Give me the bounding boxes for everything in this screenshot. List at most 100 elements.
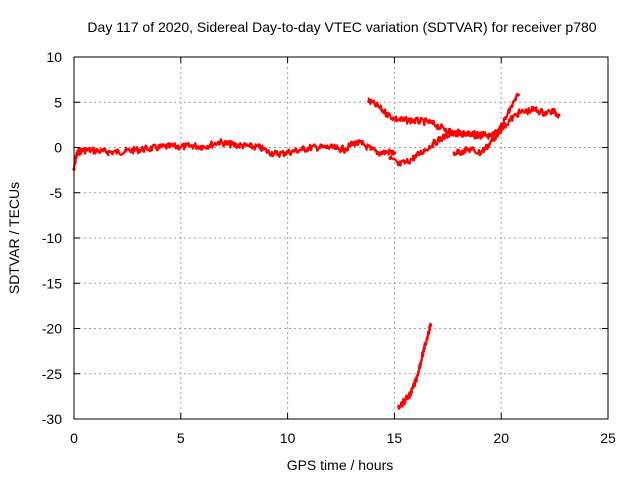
data-point: [226, 142, 230, 146]
data-point: [132, 148, 136, 152]
y-axis-label: SDTVAR / TECUs: [6, 182, 22, 294]
chart-title: Day 117 of 2020, Sidereal Day-to-day VTE…: [87, 19, 596, 35]
data-point: [465, 132, 469, 136]
x-tick-label: 10: [280, 430, 296, 446]
data-point: [525, 109, 529, 113]
data-point: [426, 330, 431, 334]
data-point: [482, 133, 486, 137]
data-point: [343, 147, 347, 151]
data-point: [508, 118, 512, 122]
data-point: [309, 145, 313, 150]
data-point: [422, 148, 426, 152]
data-point: [392, 151, 396, 155]
data-point: [403, 399, 407, 403]
y-tick-label: -30: [42, 411, 62, 427]
data-point: [89, 148, 93, 152]
data-point: [217, 140, 221, 144]
data-point: [473, 134, 478, 138]
x-axis-label: GPS time / hours: [287, 457, 394, 473]
data-point: [157, 145, 162, 150]
data-point: [418, 363, 422, 367]
series-lower-branch: [388, 129, 495, 167]
data-point: [335, 146, 339, 151]
data-point: [367, 99, 371, 103]
data-point: [397, 163, 401, 167]
series-line: [72, 138, 396, 171]
data-point: [418, 119, 422, 123]
data-point: [491, 138, 495, 142]
data-point: [452, 151, 456, 155]
data-point: [209, 143, 213, 147]
data-point: [369, 147, 373, 151]
data-point: [550, 109, 555, 113]
data-point: [76, 150, 80, 154]
data-point: [401, 118, 405, 122]
x-tick-label: 20: [493, 430, 509, 446]
y-tick-label: -10: [42, 230, 62, 246]
data-point: [435, 124, 439, 128]
axis-ticks: 0 5 10 15 20 25 10 5 0 -5 -10 -15 -20 -25 -30: [42, 49, 616, 446]
data-point: [499, 127, 503, 131]
data-point: [388, 156, 392, 160]
data-point: [533, 107, 537, 112]
data-point: [461, 149, 465, 153]
data-point: [429, 323, 433, 327]
data-point: [241, 144, 245, 148]
data-point: [174, 144, 179, 149]
data-point: [491, 132, 495, 136]
data-point: [469, 147, 473, 151]
data-point: [484, 145, 488, 150]
series-upper-branch: [367, 97, 482, 139]
data-point: [409, 390, 414, 394]
data-point: [140, 147, 144, 151]
y-tick-label: -15: [42, 275, 62, 291]
data-point: [74, 154, 78, 159]
series-line: [453, 92, 520, 157]
x-tick-label: 5: [177, 430, 185, 446]
y-tick-label: -5: [50, 185, 63, 201]
x-tick-label: 0: [70, 430, 78, 446]
data-point: [266, 150, 270, 154]
data-point: [318, 145, 322, 150]
data-point: [384, 111, 388, 115]
data-point: [426, 120, 431, 124]
data-point: [405, 160, 409, 164]
data-point: [414, 379, 418, 383]
series-line: [397, 322, 432, 410]
data-point: [80, 148, 85, 152]
data-point: [510, 104, 514, 108]
data-point: [397, 404, 401, 408]
data-point: [478, 151, 482, 155]
y-tick-label: 5: [54, 94, 62, 110]
x-tick-label: 25: [600, 430, 616, 446]
data-point: [192, 144, 196, 148]
data-point: [557, 113, 561, 117]
y-tick-label: 10: [46, 49, 62, 65]
data-point: [352, 141, 356, 145]
series-tail: [491, 105, 561, 138]
data-point: [360, 142, 364, 146]
data-point: [166, 144, 170, 149]
data-point: [115, 150, 119, 154]
data-point: [300, 147, 305, 151]
series-main-track: [72, 138, 396, 171]
y-tick-label: 0: [54, 140, 62, 156]
data-point: [503, 116, 508, 121]
data-point: [409, 118, 414, 122]
data-point: [422, 346, 426, 351]
data-point: [292, 149, 296, 153]
data-point: [386, 150, 390, 154]
data-point: [414, 154, 418, 159]
data-point: [516, 93, 520, 97]
data-point: [377, 151, 382, 155]
data-point: [542, 111, 546, 115]
series-layer: [72, 92, 561, 410]
data-point: [283, 151, 288, 155]
data-point: [258, 145, 262, 150]
data-point: [444, 127, 448, 131]
series-descent-segment: [397, 322, 433, 410]
data-point: [439, 136, 443, 141]
data-point: [183, 144, 187, 149]
data-point: [106, 150, 110, 154]
